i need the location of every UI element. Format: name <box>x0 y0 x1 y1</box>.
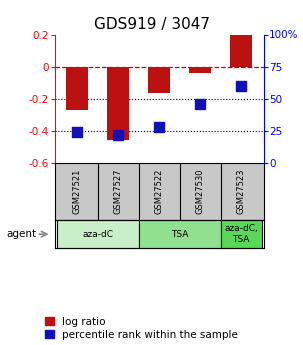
Text: GSM27521: GSM27521 <box>73 169 82 214</box>
Bar <box>57 220 138 248</box>
Bar <box>66 67 88 110</box>
Text: GDS919 / 3047: GDS919 / 3047 <box>94 17 209 32</box>
Bar <box>148 67 170 93</box>
Bar <box>230 33 252 67</box>
Point <box>198 101 202 107</box>
Text: GSM27530: GSM27530 <box>195 169 205 214</box>
Bar <box>221 220 261 248</box>
Point <box>116 132 121 137</box>
Text: aza-dC: aza-dC <box>82 230 113 239</box>
Bar <box>189 67 211 73</box>
Text: GSM27527: GSM27527 <box>114 169 123 214</box>
Text: GSM27522: GSM27522 <box>155 169 164 214</box>
Point <box>75 129 79 135</box>
Text: aza-dC,
TSA: aza-dC, TSA <box>224 225 258 244</box>
Point <box>239 83 244 89</box>
Text: agent: agent <box>6 229 36 239</box>
Bar <box>138 220 221 248</box>
Legend: log ratio, percentile rank within the sample: log ratio, percentile rank within the sa… <box>45 317 238 340</box>
Text: GSM27523: GSM27523 <box>237 169 245 214</box>
Bar <box>107 67 129 140</box>
Text: TSA: TSA <box>171 230 188 239</box>
Point <box>157 124 161 130</box>
